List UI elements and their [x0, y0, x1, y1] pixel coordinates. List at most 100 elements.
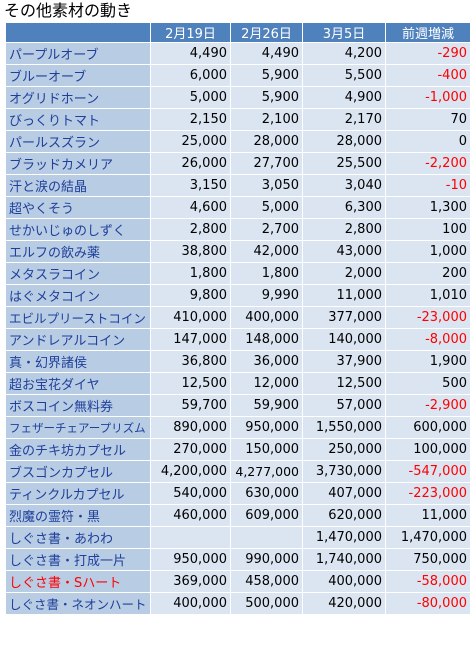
item-name: しぐさ書・打成一片	[5, 548, 151, 571]
table-body: パープルオーブ 4,490 4,490 4,200 -290 ブルーオーブ 6,000 5,9…	[5, 42, 471, 615]
item-name: ティンクルカプセル	[5, 482, 151, 505]
item-name: フェザーチェアープリズム	[5, 416, 151, 439]
price-cell: 377,000	[302, 306, 386, 329]
price-cell: 4,900	[302, 86, 386, 109]
change-cell: -8,000	[385, 328, 471, 351]
change-cell: 500	[385, 372, 471, 395]
price-cell: 59,900	[230, 394, 303, 417]
item-name: 超やくそう	[5, 196, 151, 219]
price-cell: 3,150	[150, 174, 231, 197]
change-cell: 1,010	[385, 284, 471, 307]
price-cell: 140,000	[302, 328, 386, 351]
price-cell: 5,500	[302, 64, 386, 87]
row: パールスズラン 25,000 28,000 28,000 0	[5, 130, 471, 153]
price-cell: 26,000	[150, 152, 231, 175]
price-cell: 460,000	[150, 504, 231, 527]
change-cell: 1,900	[385, 350, 471, 373]
price-cell: 59,700	[150, 394, 231, 417]
price-cell: 5,900	[230, 86, 303, 109]
price-cell: 28,000	[302, 130, 386, 153]
price-cell: 12,500	[150, 372, 231, 395]
price-cell: 2,100	[230, 108, 303, 131]
price-cell: 150,000	[230, 438, 303, 461]
item-name: オグリドホーン	[5, 86, 151, 109]
price-cell: 147,000	[150, 328, 231, 351]
column-header: 2月26日	[230, 22, 303, 43]
table: 2月19日 2月26日 3月5日 前週増減 パープルオーブ 4,490 4,490 4,20…	[5, 22, 471, 615]
price-cell: 11,000	[302, 284, 386, 307]
column-header: 2月19日	[150, 22, 231, 43]
item-name: ブラッドカメリア	[5, 152, 151, 175]
price-cell: 43,000	[302, 240, 386, 263]
price-cell: 2,000	[302, 262, 386, 285]
row: 超やくそう 4,600 5,000 6,300 1,300	[5, 196, 471, 219]
price-cell: 3,730,000	[302, 460, 386, 483]
price-cell: 1,550,000	[302, 416, 386, 439]
price-cell: 1,740,000	[302, 548, 386, 571]
price-cell: 2,800	[150, 218, 231, 241]
price-cell: 3,050	[230, 174, 303, 197]
change-cell: -290	[385, 42, 471, 65]
row: はぐメタコイン 9,800 9,990 11,000 1,010	[5, 284, 471, 307]
column-header: 前週増減	[385, 22, 471, 43]
item-name: 超お宝花ダイヤ	[5, 372, 151, 395]
row: アンドレアルコイン 147,000 148,000 140,000 -8,000	[5, 328, 471, 351]
price-cell: 28,000	[230, 130, 303, 153]
item-name: びっくりトマト	[5, 108, 151, 131]
item-name: 金のチキ坊カプセル	[5, 438, 151, 461]
row: 汗と涙の結晶 3,150 3,050 3,040 -10	[5, 174, 471, 197]
item-name: パールスズラン	[5, 130, 151, 153]
row: ブスゴンカプセル 4,200,000 4,277,000 3,730,000 -547,…	[5, 460, 471, 483]
change-cell: 200	[385, 262, 471, 285]
row: ブルーオーブ 6,000 5,900 5,500 -400	[5, 64, 471, 87]
row: しぐさ書・あわわ 1,470,000 1,470,000	[5, 526, 471, 549]
item-name: ブスゴンカプセル	[5, 460, 151, 483]
price-cell: 890,000	[150, 416, 231, 439]
row: メタスラコイン 1,800 1,800 2,000 200	[5, 262, 471, 285]
item-name: エルフの飲み薬	[5, 240, 151, 263]
item-name: メタスラコイン	[5, 262, 151, 285]
change-cell: 100,000	[385, 438, 471, 461]
price-cell: 3,040	[302, 174, 386, 197]
item-name: ブルーオーブ	[5, 64, 151, 87]
change-cell: 100	[385, 218, 471, 241]
item-name: しぐさ書・Sハート	[5, 570, 151, 593]
row: 金のチキ坊カプセル 270,000 150,000 250,000 100,000	[5, 438, 471, 461]
price-cell: 36,000	[230, 350, 303, 373]
price-cell: 36,800	[150, 350, 231, 373]
price-cell: 950,000	[230, 416, 303, 439]
change-cell: -400	[385, 64, 471, 87]
price-cell: 400,000	[302, 570, 386, 593]
price-cell: 609,000	[230, 504, 303, 527]
change-cell: -2,200	[385, 152, 471, 175]
price-cell: 4,490	[230, 42, 303, 65]
price-cell: 37,900	[302, 350, 386, 373]
row: 超お宝花ダイヤ 12,500 12,000 12,500 500	[5, 372, 471, 395]
price-cell: 5,000	[230, 196, 303, 219]
price-cell	[150, 526, 231, 549]
price-cell: 25,500	[302, 152, 386, 175]
row: エルフの飲み薬 38,800 42,000 43,000 1,000	[5, 240, 471, 263]
price-cell: 9,990	[230, 284, 303, 307]
price-cell: 12,000	[230, 372, 303, 395]
change-cell: 70	[385, 108, 471, 131]
item-name: 汗と涙の結晶	[5, 174, 151, 197]
change-cell: 1,300	[385, 196, 471, 219]
price-cell: 540,000	[150, 482, 231, 505]
item-name: 烈魔の霊符・黒	[5, 504, 151, 527]
price-cell: 57,000	[302, 394, 386, 417]
price-cell: 369,000	[150, 570, 231, 593]
change-cell: -1,000	[385, 86, 471, 109]
price-cell: 1,800	[230, 262, 303, 285]
row: ティンクルカプセル 540,000 630,000 407,000 -223,000	[5, 482, 471, 505]
change-cell: -2,900	[385, 394, 471, 417]
change-cell: -80,000	[385, 592, 471, 615]
change-cell: 1,000	[385, 240, 471, 263]
row: しぐさ書・ネオンハート 400,000 500,000 420,000 -80,000	[5, 592, 471, 615]
row: オグリドホーン 5,000 5,900 4,900 -1,000	[5, 86, 471, 109]
price-cell: 4,200,000	[150, 460, 231, 483]
price-cell: 27,700	[230, 152, 303, 175]
row: ブラッドカメリア 26,000 27,700 25,500 -2,200	[5, 152, 471, 175]
change-cell: -58,000	[385, 570, 471, 593]
